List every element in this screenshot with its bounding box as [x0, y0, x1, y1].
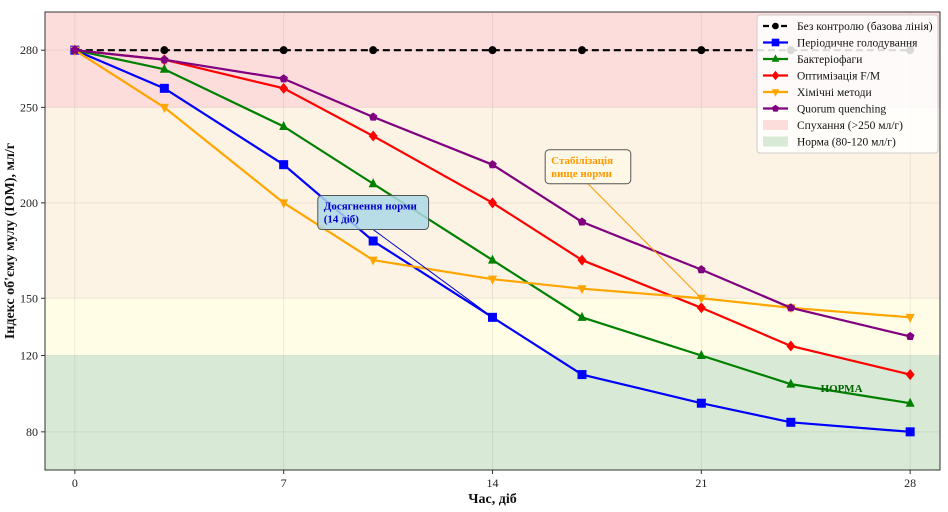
data-point — [159, 103, 169, 113]
legend-swatch — [763, 120, 788, 130]
data-point — [905, 331, 915, 341]
data-point — [696, 302, 706, 314]
data-point — [368, 256, 378, 266]
legend-marker — [771, 104, 780, 112]
data-point — [786, 340, 796, 352]
data-point — [279, 46, 288, 55]
data-point — [488, 160, 497, 169]
legend-marker — [771, 38, 780, 47]
legend-marker — [771, 89, 780, 97]
annotation-box — [544, 149, 632, 185]
annotation-arrow — [372, 229, 493, 318]
legend-marker — [772, 22, 779, 30]
data-point — [905, 397, 915, 407]
data-point — [160, 46, 169, 55]
data-point — [488, 46, 497, 55]
data-point — [696, 350, 706, 359]
y-tick-label: 120 — [20, 349, 38, 363]
annotation-text: Стабілізація — [551, 155, 613, 167]
legend-swatch — [763, 136, 788, 147]
data-point — [577, 311, 587, 321]
annotation-box — [317, 195, 430, 231]
band-3 — [45, 355, 940, 470]
x-tick-label: 28 — [904, 476, 916, 490]
data-point — [577, 370, 587, 380]
legend-label: Бактеріофаги — [797, 54, 862, 66]
y-tick-label: 150 — [20, 291, 38, 305]
legend: Без контролю (базова лінія) Періодичне го… — [756, 14, 939, 154]
data-point — [279, 160, 289, 170]
y-tick-label: 280 — [20, 43, 38, 57]
data-point — [279, 74, 288, 83]
data-point — [786, 303, 796, 312]
data-point — [905, 427, 915, 437]
legend-marker — [771, 54, 780, 62]
data-point — [368, 130, 378, 142]
data-point — [696, 398, 706, 408]
data-point — [488, 275, 497, 285]
data-point — [697, 46, 706, 55]
data-point — [697, 265, 706, 274]
data-point — [279, 82, 289, 94]
legend-label: Оптимізація F/M — [797, 71, 880, 83]
data-point — [786, 417, 796, 427]
y-tick-label: 250 — [20, 100, 38, 114]
legend-box — [756, 14, 939, 154]
data-point — [70, 45, 80, 54]
data-point — [488, 197, 497, 209]
x-tick-label: 0 — [72, 476, 78, 490]
data-point — [696, 294, 706, 304]
annotation-text: (14 діб) — [324, 214, 360, 226]
data-point — [368, 178, 378, 188]
y-axis-label: Індекс об'єму мулу (ІОМ), мл/г — [3, 143, 18, 339]
data-point — [368, 236, 378, 246]
legend-label: Норма (80-120 мл/г) — [797, 137, 896, 149]
y-tick-label: 200 — [20, 196, 38, 210]
legend-label: Quorum quenching — [797, 104, 886, 116]
legend-label: Періодичне голодування — [797, 38, 918, 50]
data-point — [279, 199, 289, 209]
series-5 — [70, 45, 915, 341]
data-point — [577, 285, 587, 295]
annotation-text: НОРМА — [821, 383, 863, 395]
y-tick-label: 80 — [26, 425, 38, 439]
data-point — [905, 369, 915, 381]
data-point — [577, 254, 587, 266]
data-point — [279, 121, 289, 130]
data-point — [368, 112, 378, 121]
data-point — [905, 313, 915, 323]
annotation-2: НОРМА — [821, 383, 863, 395]
data-point — [577, 217, 587, 226]
data-point — [159, 63, 169, 73]
annotation-0: Досягнення норми(14 діб) — [317, 195, 493, 318]
x-tick-label: 14 — [487, 476, 499, 490]
data-point — [369, 46, 378, 55]
annotation-text: вище норми — [551, 168, 612, 180]
x-axis-label: Час, діб — [468, 492, 516, 507]
x-tick-label: 7 — [281, 476, 287, 490]
data-point — [488, 254, 497, 264]
data-point — [160, 55, 169, 64]
legend-label: Без контролю (базова лінія) — [797, 21, 933, 33]
data-point — [786, 378, 796, 388]
legend-label: Спухання (>250 мл/г) — [797, 120, 903, 132]
legend-marker — [771, 70, 780, 81]
x-tick-label: 21 — [695, 476, 707, 490]
data-point — [578, 46, 586, 55]
legend-label: Хімічні методи — [797, 87, 872, 99]
data-point — [159, 83, 169, 93]
annotation-text: Досягнення норми — [324, 201, 418, 213]
annotation-arrow — [587, 183, 702, 299]
